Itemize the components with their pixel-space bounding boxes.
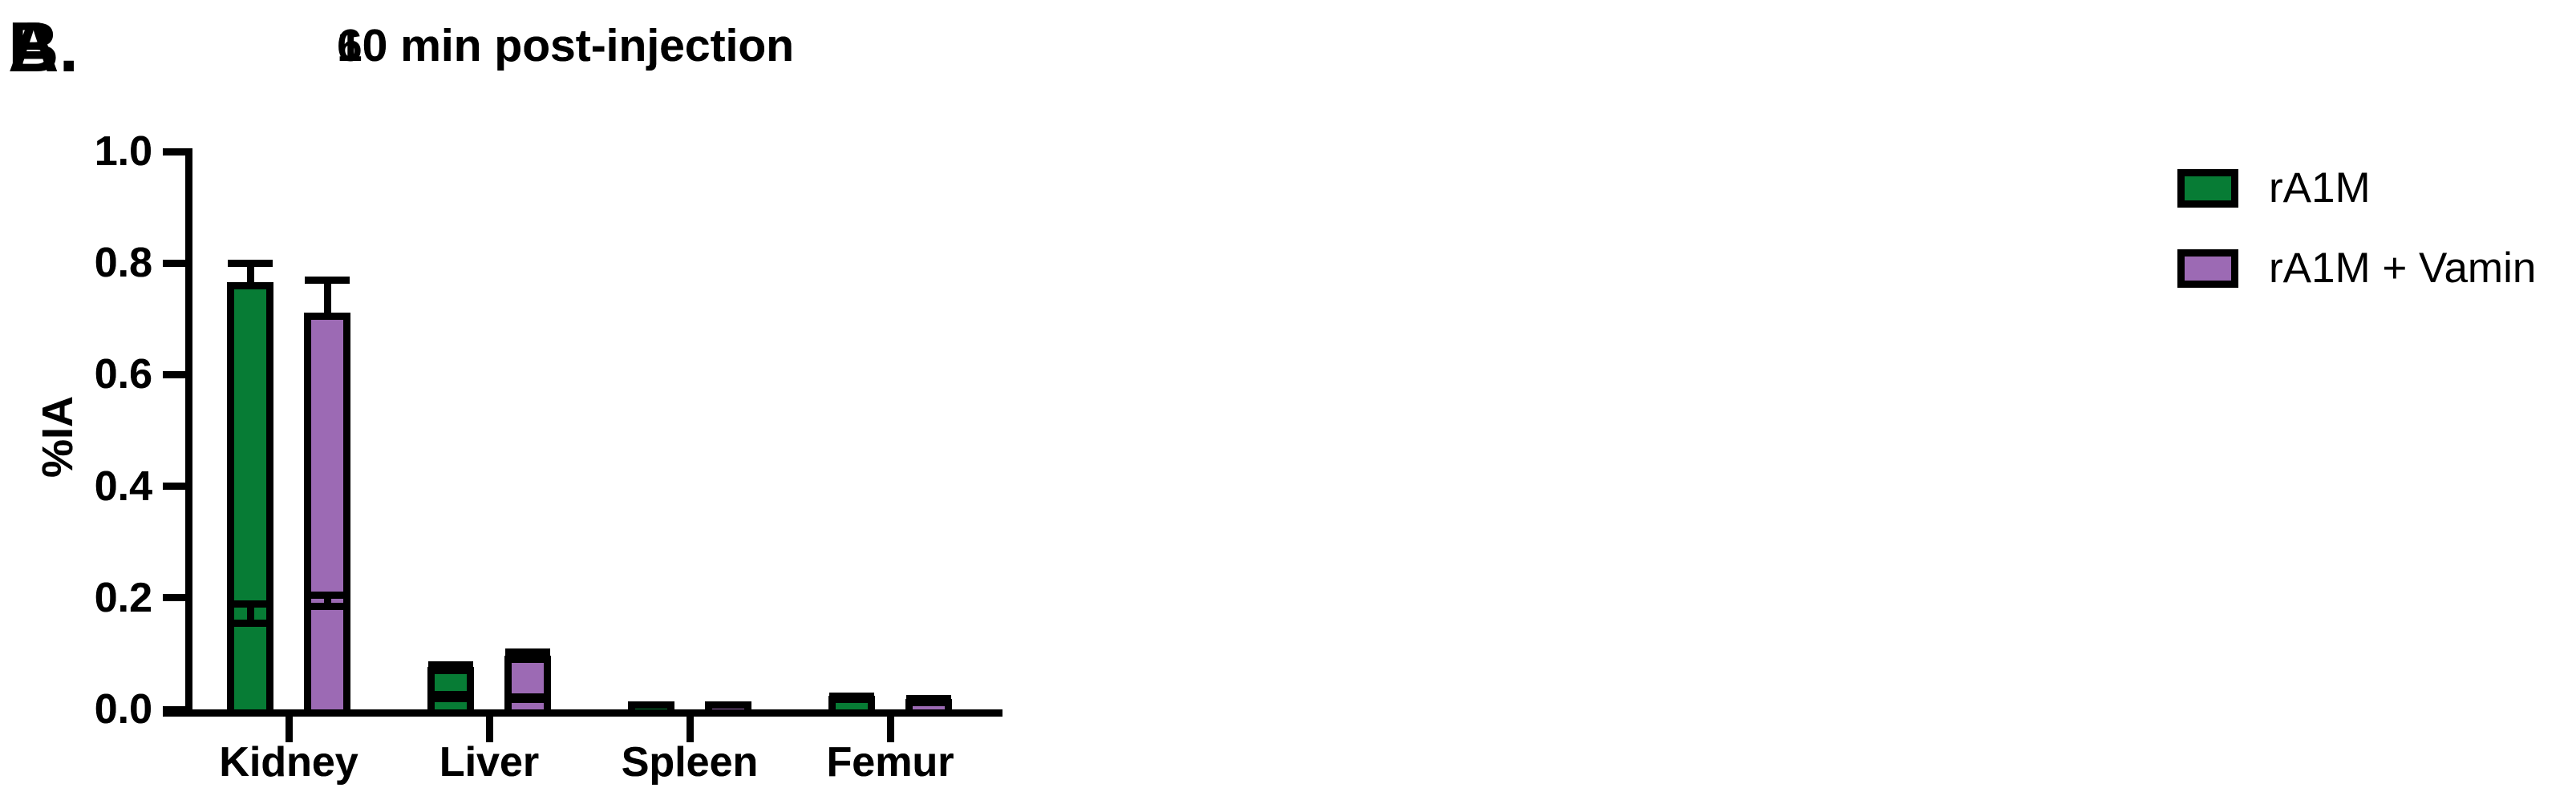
bar-ra1m-kidney [227, 620, 273, 709]
bar-ra1m-vamin-liver [504, 696, 551, 709]
bar-ra1m-vamin-kidney [304, 603, 350, 709]
category-label: Kidney [219, 739, 358, 786]
panel-a-title: 10 min post-injection [336, 20, 795, 71]
category-label: Liver [439, 739, 540, 786]
panel-b-plot-area: Kidney Liver Spleen Femur [192, 151, 1002, 786]
legend-swatch-ra1m [2177, 169, 2238, 208]
panel-b-title: 60 min post-injection [336, 20, 795, 71]
panel-a-letter: A. [8, 7, 79, 87]
error-bar-cap [505, 648, 550, 656]
y-tick-mark [163, 705, 185, 713]
error-bar-cap [305, 277, 350, 285]
error-bar-cap [228, 260, 273, 268]
x-tick-mark [686, 717, 694, 742]
y-tick-label: 0.0 [94, 686, 152, 733]
panel-b-y-axis-line [185, 148, 192, 717]
bar-ra1m-vamin-femur [905, 698, 952, 709]
error-bar-cap [228, 600, 273, 608]
category-label: Spleen [621, 739, 759, 786]
legend-entry-ra1m-vamin: rA1M + Vamin [2177, 244, 2536, 293]
error-bar-cap [906, 695, 951, 703]
panel-b-letter: B. [8, 7, 79, 87]
y-tick-label: 1.0 [94, 128, 152, 175]
y-tick-mark [163, 483, 185, 491]
bar-ra1m-liver [427, 695, 474, 709]
y-tick-label: 0.8 [94, 240, 152, 287]
y-tick-mark [163, 594, 185, 602]
category-label: Kidney [219, 739, 358, 786]
category-label: Femur [826, 739, 954, 786]
y-tick-label: 0.8 [94, 240, 152, 287]
legend-entry-ra1m: rA1M [2177, 164, 2371, 212]
error-bar-cap [305, 592, 350, 600]
y-tick-label: 0.4 [94, 463, 152, 510]
legend-swatch-ra1m-vamin [2177, 249, 2238, 288]
y-tick-label: 0.2 [94, 574, 152, 621]
y-tick-label: 0.4 [94, 463, 152, 510]
error-bar-cap [428, 661, 473, 669]
bar-ra1m-spleen [628, 701, 674, 709]
bar-ra1m-femur [828, 696, 875, 709]
y-tick-label: 0.6 [94, 351, 152, 398]
panel-b: B. 60 min post-injection %IA 0.0 0.2 0.4 0.… [0, 0, 1171, 812]
category-label: Liver [439, 739, 540, 786]
y-tick-label: 0.6 [94, 351, 152, 398]
error-bar-stem [323, 284, 331, 326]
x-tick-mark [886, 717, 894, 742]
y-tick-label: 1.0 [94, 128, 152, 175]
category-label: Femur [826, 739, 954, 786]
category-label: Spleen [621, 739, 759, 786]
error-bar-cap [428, 691, 473, 699]
x-tick-mark [285, 717, 293, 742]
y-tick-mark [163, 259, 185, 267]
bar-ra1m-vamin-spleen [705, 701, 751, 709]
x-tick-mark [485, 717, 493, 742]
y-tick-mark [163, 370, 185, 378]
error-bar-stem [246, 267, 254, 296]
legend-label-ra1m: rA1M [2269, 164, 2371, 212]
legend-label-ra1m-vamin: rA1M + Vamin [2269, 244, 2537, 292]
y-tick-mark [163, 147, 185, 156]
y-tick-label: 0.2 [94, 574, 152, 621]
y-tick-label: 0.0 [94, 686, 152, 733]
panel-a: A. 10 min post-injection %IA 0.0 0.2 0.4 0.… [0, 0, 1171, 812]
panel-b-x-axis-line [163, 709, 1002, 717]
